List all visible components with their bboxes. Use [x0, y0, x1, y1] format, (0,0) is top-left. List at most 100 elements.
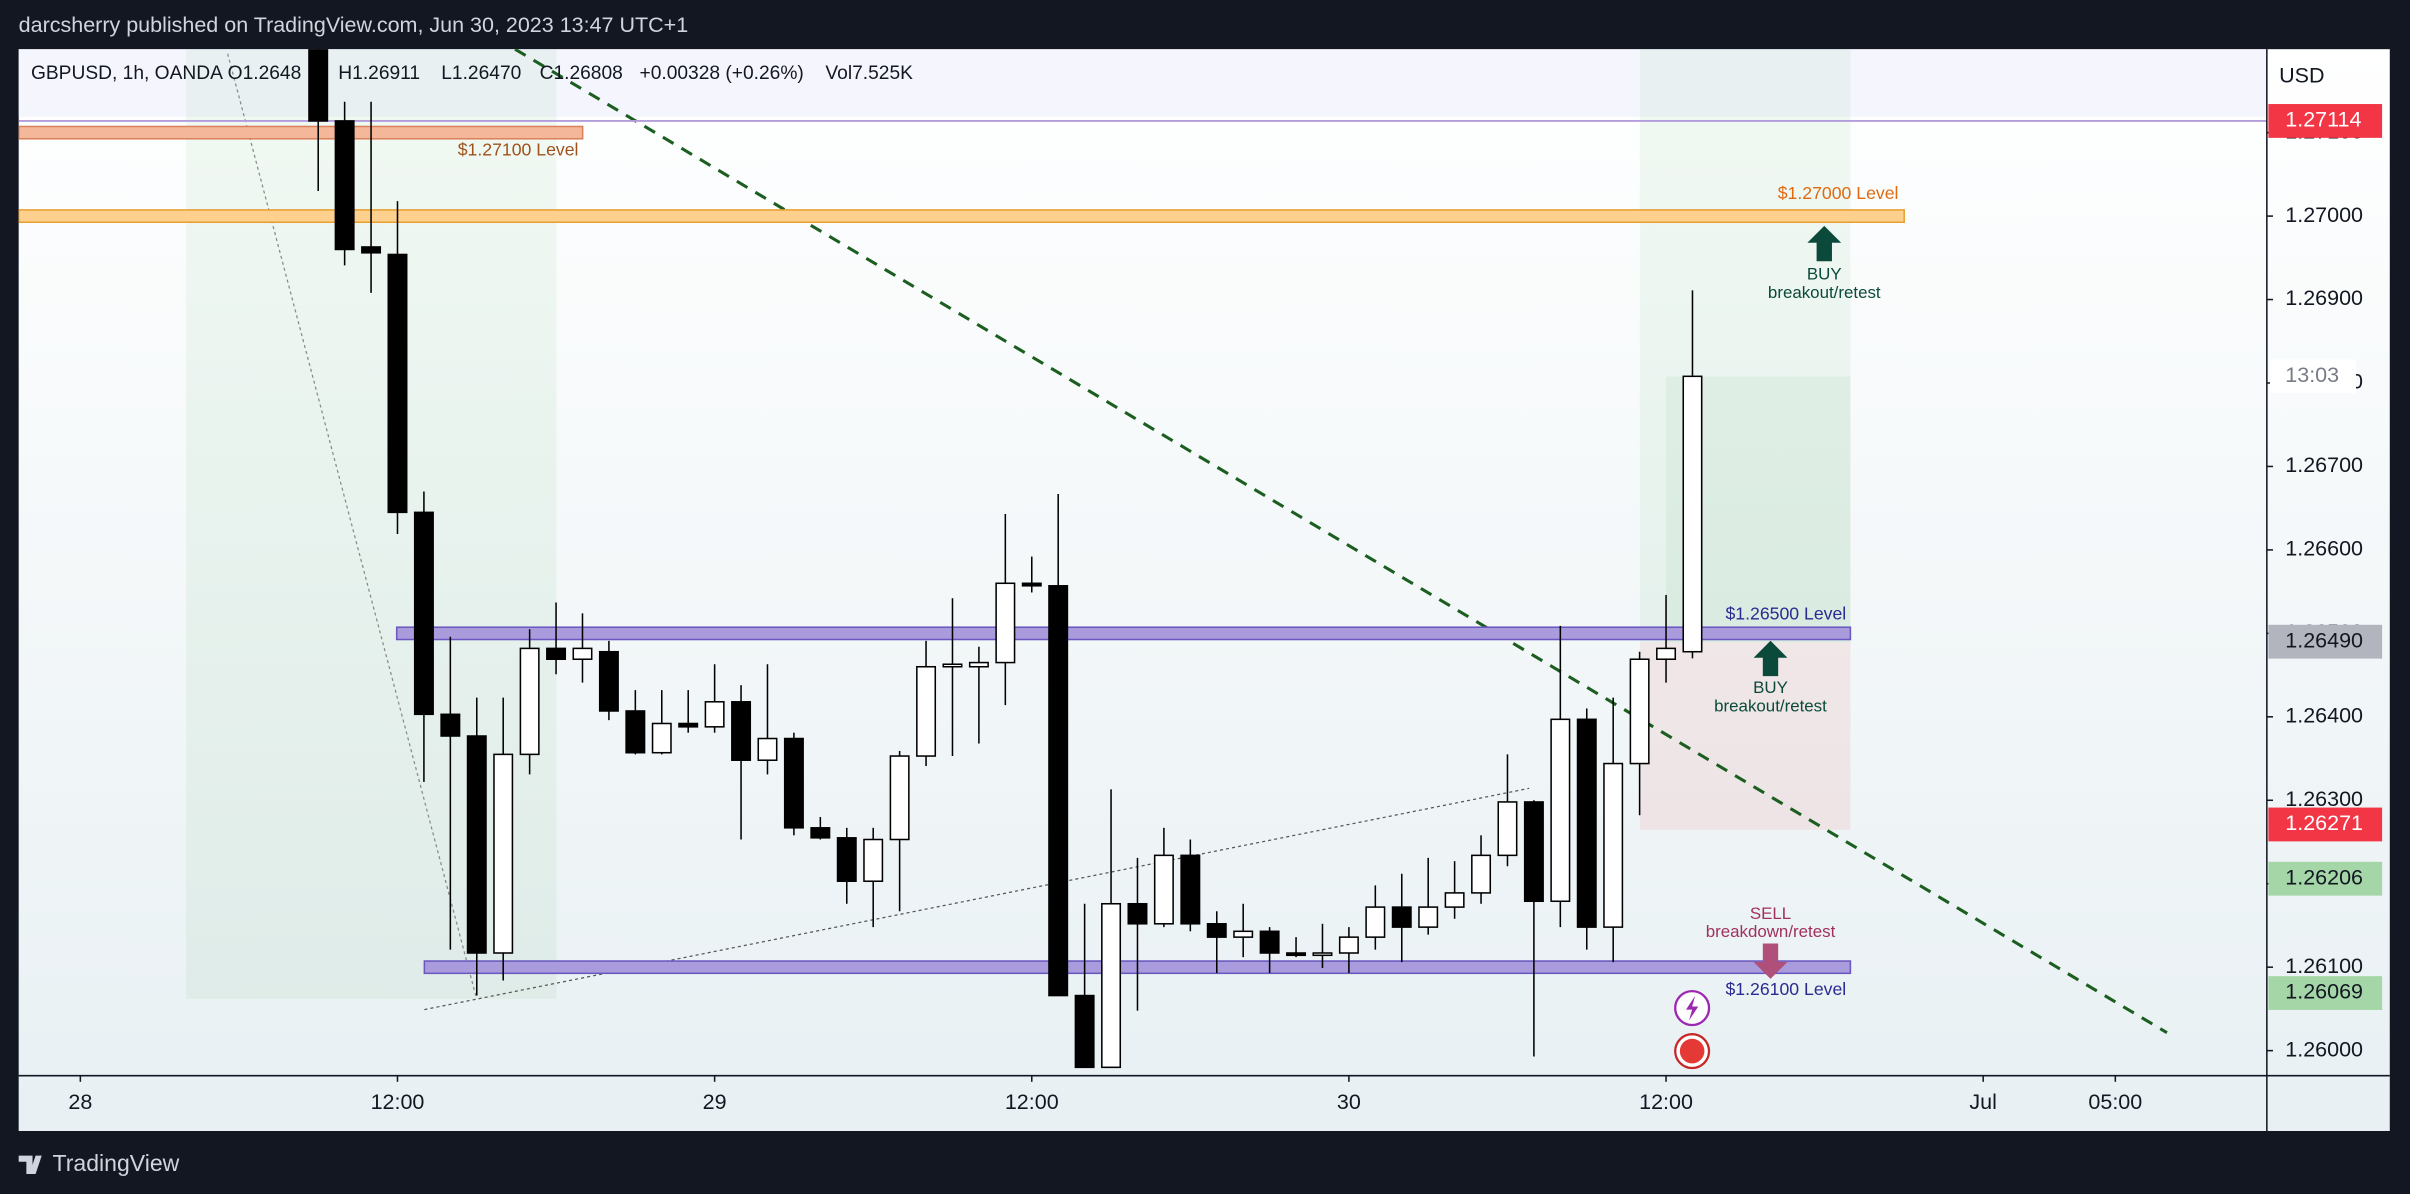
candle-body [968, 661, 989, 668]
candle-body [1365, 906, 1386, 938]
candle-body [1206, 923, 1227, 938]
candle-body [1603, 762, 1624, 928]
candle-body [334, 120, 355, 251]
chart-area [18, 49, 2390, 1131]
candle-body [1127, 902, 1148, 925]
countdown: 13:03 [2285, 363, 2339, 387]
y-tick-label: 1.26900 [2285, 286, 2363, 310]
candle-body [1153, 854, 1174, 925]
y-tick-label: 1.26700 [2285, 453, 2363, 477]
legend-value: Vol7.525K [825, 63, 913, 84]
legend-value: +0.00328 (+0.26%) [640, 63, 804, 84]
candle-body [1391, 906, 1412, 928]
candle-body [836, 837, 857, 882]
annotation-text: breakdown/retest [1706, 922, 1836, 941]
buy-arrow [1753, 640, 1788, 677]
candle-body [1048, 585, 1069, 997]
candle-body [1259, 930, 1280, 954]
x-tick-label: 28 [68, 1090, 92, 1114]
candle-body [1338, 936, 1359, 954]
legend-value: O1.2648 [228, 63, 302, 84]
candle-body [1550, 718, 1571, 903]
candle-body [440, 713, 461, 737]
candle-body [1021, 582, 1042, 587]
footer-bar [0, 1130, 2410, 1194]
candle-body [625, 710, 646, 754]
candle-body [810, 827, 831, 839]
candle-body [863, 838, 884, 882]
candle-body [1523, 801, 1544, 903]
candles [18, 49, 2267, 1069]
candle-body [1286, 952, 1307, 957]
price-label: 1.26206 [2285, 865, 2363, 889]
level-label: $1.26500 Level [1725, 604, 1846, 624]
candle-body [1418, 906, 1439, 928]
level-label: $1.27000 Level [1778, 183, 1899, 203]
candle-body [1497, 801, 1518, 857]
candle-body [889, 755, 910, 841]
candle-body [704, 701, 725, 728]
level-zone [395, 626, 1852, 641]
candle-body [916, 665, 937, 757]
price-label-bg [2268, 807, 2383, 842]
trend-line [514, 49, 2168, 1034]
y-tick-label: 1.26300 [2285, 787, 2363, 811]
x-tick-label: 12:00 [1639, 1090, 1693, 1114]
candle-body [783, 737, 804, 829]
price-label: 1.26069 [2285, 980, 2363, 1004]
brand: TradingView [52, 1150, 179, 1176]
price-label-bg [2268, 624, 2383, 659]
candle-body [598, 650, 619, 712]
flag-icon [1679, 1038, 1705, 1064]
x-tick-label: 05:00 [2088, 1090, 2142, 1114]
legend-value: H1.26911 [338, 63, 420, 84]
candle-body [1576, 718, 1597, 928]
candle-body [493, 753, 514, 954]
candle-body [1682, 375, 1703, 653]
x-tick-label: 12:00 [371, 1090, 425, 1114]
stop-zone [1639, 642, 1851, 830]
x-tick-label: 29 [703, 1090, 727, 1114]
buy-arrow [1807, 225, 1842, 262]
price-label-bg [2268, 861, 2383, 896]
candle-body [731, 701, 752, 761]
candle-body [1101, 902, 1122, 1069]
annotation-text: breakout/retest [1768, 283, 1881, 302]
countdown-bg [2269, 359, 2356, 394]
legend-value: C1.26808 [540, 63, 623, 84]
price-label: 1.26271 [2285, 811, 2363, 835]
annotation-text: breakout/retest [1714, 696, 1827, 715]
candle-body [1180, 854, 1201, 925]
event-icon-glyph [1685, 995, 1699, 1021]
price-label-bg [2268, 104, 2383, 138]
y-tick-label: 1.26400 [2285, 704, 2363, 728]
y-tick-label: 1.26000 [2285, 1037, 2363, 1061]
sell-arrow [1753, 943, 1788, 979]
candle-body [1444, 892, 1465, 908]
legend-value: L1.26470 [441, 63, 521, 84]
candle-body [757, 737, 778, 761]
level-zone [18, 209, 1905, 223]
annotation-title: BUY [1807, 265, 1842, 284]
candle-body [1074, 994, 1095, 1069]
candle-body [466, 735, 487, 954]
y-tick-label: 1.27000 [2285, 203, 2363, 227]
level-zone [18, 125, 584, 140]
candle-body [308, 49, 329, 122]
symbol: GBPUSD, 1h, OANDA [31, 63, 223, 84]
price-label-bg [2268, 976, 2383, 1010]
candle-body [995, 582, 1016, 664]
candle-body [546, 647, 567, 661]
candle-body [1656, 647, 1677, 661]
candle-body [1233, 930, 1254, 938]
candle-body [678, 722, 699, 728]
candle-body [942, 663, 963, 668]
currency: USD [2279, 64, 2324, 88]
candle-body [1471, 854, 1492, 894]
price-label: 1.26490 [2285, 628, 2363, 652]
candle-body [572, 647, 593, 661]
x-tick-label: 30 [1337, 1090, 1361, 1114]
x-tick-label: 12:00 [1005, 1090, 1059, 1114]
publisher: darcsherry published on TradingView.com,… [19, 13, 689, 37]
